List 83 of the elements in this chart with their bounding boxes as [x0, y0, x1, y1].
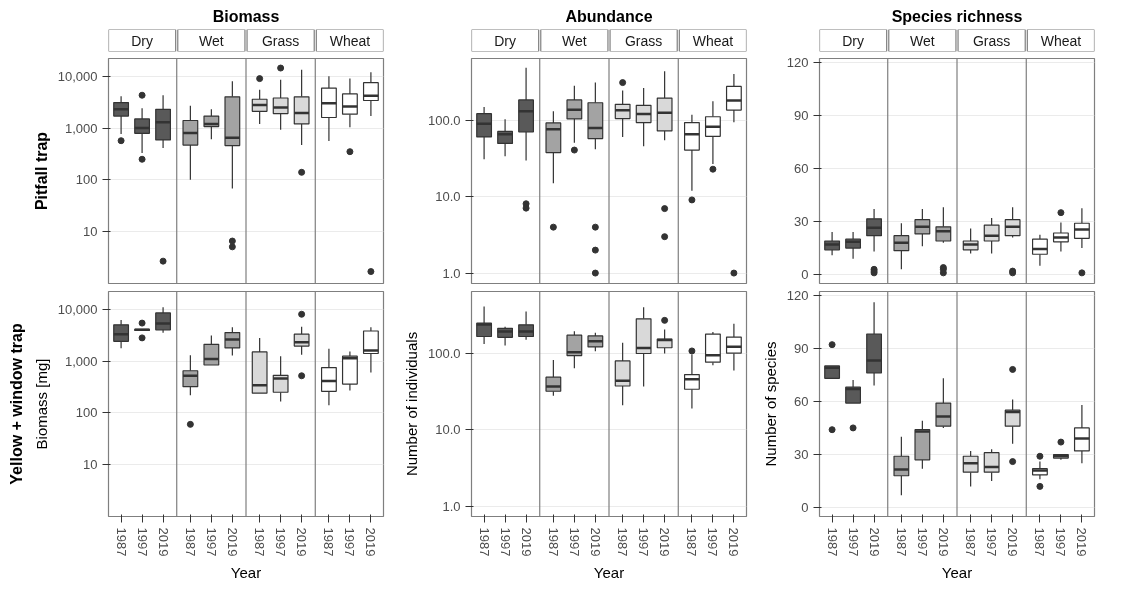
x-tick-label: 2019	[294, 527, 310, 557]
y-tick-label: 10	[83, 224, 98, 240]
y-tick-label: 90	[794, 340, 809, 356]
text: Wet	[199, 32, 224, 49]
y-tick-label: 0	[801, 500, 809, 516]
y-tick-label: 10.0	[435, 422, 461, 438]
text: Wheat	[692, 32, 734, 49]
y-tick-label: 10	[83, 457, 98, 473]
x-tick-label: 1997	[566, 527, 582, 557]
y-axis-title: Number of species	[761, 341, 779, 467]
text: Dry	[842, 32, 864, 49]
y-tick-label: 30	[794, 213, 809, 229]
x-tick-label: 1987	[321, 527, 337, 557]
x-tick-label: 1987	[252, 527, 268, 557]
x-axis-title: Year	[593, 564, 625, 582]
x-tick-label: 2019	[1074, 527, 1090, 557]
y-tick-label: 0	[801, 267, 809, 283]
x-tick-label: 1997	[1053, 527, 1069, 557]
x-tick-label: 2019	[657, 527, 673, 557]
y-tick-label: 100.0	[427, 346, 461, 362]
chart-title: Abundance	[565, 7, 653, 25]
x-tick-label: 1997	[497, 527, 513, 557]
x-tick-label: 1987	[615, 527, 631, 557]
text: Grass	[972, 32, 1011, 49]
x-tick-label: 1997	[134, 527, 150, 557]
x-tick-label: 2019	[155, 527, 171, 557]
y-tick-label: 10,000	[57, 301, 98, 317]
y-tick-label: 1,000	[64, 120, 98, 136]
y-tick-label: 1.0	[442, 498, 461, 514]
x-tick-label: 2019	[866, 527, 882, 557]
x-tick-label: 1997	[914, 527, 930, 557]
y-tick-label: 60	[794, 393, 809, 409]
x-tick-label: 1997	[705, 527, 721, 557]
x-tick-label: 1987	[182, 527, 198, 557]
x-axis-title: Year	[230, 564, 262, 582]
x-tick-label: 1987	[1032, 527, 1048, 557]
y-tick-label: 10.0	[435, 189, 461, 205]
x-tick-label: 1997	[845, 527, 861, 557]
text: Wet	[562, 32, 587, 49]
text: Dry	[131, 32, 153, 49]
text: Grass	[624, 32, 663, 49]
x-tick-label: 1987	[824, 527, 840, 557]
x-tick-label: 1997	[342, 527, 358, 557]
text: Wheat	[329, 32, 371, 49]
x-tick-label: 1987	[545, 527, 561, 557]
text: Pitfall trap	[32, 131, 50, 211]
x-tick-label: 1987	[113, 527, 129, 557]
x-tick-label: 1997	[273, 527, 289, 557]
y-tick-label: 1.0	[442, 265, 461, 281]
y-tick-label: 60	[794, 160, 809, 176]
y-tick-label: 100.0	[427, 113, 461, 129]
y-tick-label: 90	[794, 107, 809, 123]
x-tick-label: 1987	[963, 527, 979, 557]
x-tick-label: 2019	[587, 527, 603, 557]
x-tick-label: 2019	[726, 527, 742, 557]
x-tick-label: 2019	[1005, 527, 1021, 557]
x-tick-label: 2019	[363, 527, 379, 557]
x-tick-label: 2019	[518, 527, 534, 557]
x-tick-label: 1997	[984, 527, 1000, 557]
x-tick-label: 1987	[893, 527, 909, 557]
y-axis-title: Number of individuals	[402, 331, 420, 477]
y-tick-label: 120	[786, 287, 809, 303]
text: Wet	[910, 32, 935, 49]
x-tick-label: 2019	[935, 527, 951, 557]
y-tick-label: 10,000	[57, 68, 98, 84]
x-tick-label: 1987	[684, 527, 700, 557]
y-axis-title: Biomass [mg]	[32, 358, 50, 450]
y-tick-label: 30	[794, 446, 809, 462]
text: Grass	[261, 32, 300, 49]
y-tick-label: 100	[75, 405, 98, 421]
y-tick-label: 120	[786, 54, 809, 70]
text: Wheat	[1040, 32, 1082, 49]
x-tick-label: 1997	[203, 527, 219, 557]
text: Dry	[494, 32, 516, 49]
chart-title: Species richness	[891, 7, 1023, 25]
x-tick-label: 2019	[224, 527, 240, 557]
x-tick-label: 1997	[636, 527, 652, 557]
chart-title: Biomass	[212, 7, 280, 25]
text: Yellow + window trap	[7, 323, 25, 485]
y-tick-label: 1,000	[64, 353, 98, 369]
x-tick-label: 1987	[476, 527, 492, 557]
x-axis-title: Year	[941, 564, 973, 582]
y-tick-label: 100	[75, 172, 98, 188]
